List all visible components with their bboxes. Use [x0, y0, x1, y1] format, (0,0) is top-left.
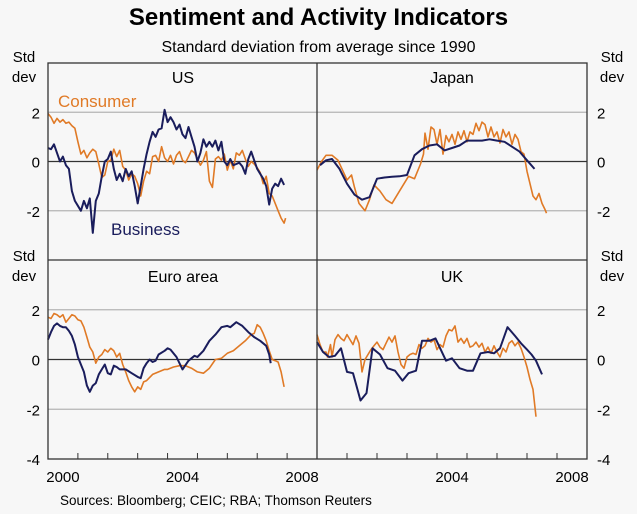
series-line-japan-business [319, 138, 536, 201]
y-tick-label-left: -2 [27, 204, 40, 221]
chart-subtitle: Standard deviation from average since 19… [162, 39, 476, 56]
series-label-consumer: Consumer [58, 92, 137, 111]
y-tick-label-left: 0 [32, 155, 40, 172]
ylabel-left-top-line1: Std [13, 49, 36, 66]
ylabel-left-bottom-line2: dev [12, 268, 37, 285]
gridlines [48, 111, 587, 410]
series-label-business: Business [111, 220, 180, 239]
y-tick-label-right: -4 [597, 452, 610, 469]
ylabel-left-top-line2: dev [12, 69, 37, 86]
x-tick-label-right-2008: 2008 [555, 469, 588, 486]
x-tick-label-right-2004: 2004 [435, 469, 468, 486]
source-note: Sources: Bloomberg; CEIC; RBA; Thomson R… [60, 493, 372, 508]
chart-title: Sentiment and Activity Indicators [129, 4, 508, 31]
series-line-euro-area-business [47, 321, 272, 393]
series-line-us-consumer [47, 112, 287, 224]
series-line-uk-consumer [316, 325, 537, 417]
series-line-euro-area-consumer [47, 312, 285, 393]
y-tick-label-right: 0 [597, 353, 605, 370]
y-tick-labels: 2 2 0 0 -2 -2 2 2 0 0 -2 -2 -4 -4 [27, 105, 611, 469]
y-tick-label-right: 2 [597, 303, 605, 320]
y-tick-label-left: -2 [27, 402, 40, 419]
x-tick-label-2000: 2000 [46, 469, 79, 486]
series-line-japan-consumer [316, 121, 548, 214]
y-tick-label-right: -2 [597, 204, 610, 221]
x-tick-label-2008: 2008 [285, 469, 318, 486]
y-tick-label-right: -2 [597, 402, 610, 419]
x-tick-labels: 2000 2004 2008 2004 2008 [46, 469, 588, 486]
x-ticks [77, 453, 558, 459]
panel-title-uk: UK [441, 269, 464, 286]
series-line-us-business [47, 108, 286, 234]
ylabel-left-bottom-line1: Std [13, 248, 36, 265]
y-tick-label-right: 2 [597, 105, 605, 122]
y-tick-label-left: -4 [27, 452, 40, 469]
y-tick-label-left: 0 [32, 353, 40, 370]
y-tick-label-left: 2 [32, 303, 40, 320]
ylabel-right-bottom-line1: Std [601, 248, 624, 265]
panel-title-us: US [172, 70, 194, 87]
ylabel-right-bottom-line2: dev [600, 268, 625, 285]
ylabel-right-top-line2: dev [600, 69, 625, 86]
frame [47, 62, 588, 460]
ylabel-right-top-line1: Std [601, 49, 624, 66]
series-line-uk-business [316, 326, 543, 402]
panel-title-japan: Japan [430, 70, 474, 87]
series-layer [47, 108, 548, 417]
panel-title-euro-area: Euro area [148, 269, 218, 286]
y-tick-label-right: 0 [597, 155, 605, 172]
x-tick-label-2004: 2004 [166, 469, 199, 486]
y-tick-label-left: 2 [32, 105, 40, 122]
